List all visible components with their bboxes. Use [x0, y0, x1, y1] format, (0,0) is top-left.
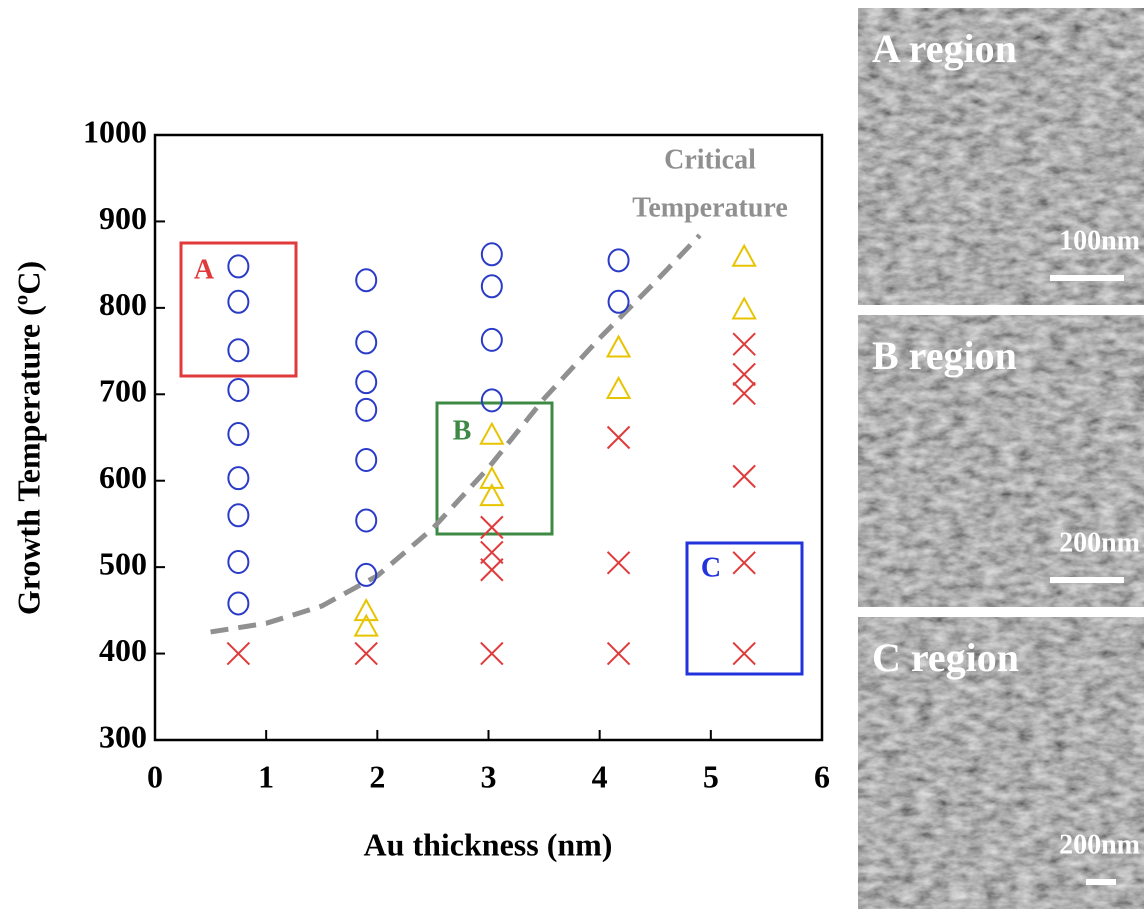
- region-label: C: [701, 552, 721, 583]
- circle-point: [228, 255, 248, 277]
- y-tick-label: 900: [99, 200, 147, 236]
- cross-point: [608, 552, 630, 574]
- circle-point: [609, 249, 629, 271]
- scale-label: 100nm: [1059, 225, 1140, 256]
- x-tick-label: 2: [369, 758, 385, 794]
- circle-point: [356, 564, 376, 586]
- y-axis-label: Growth Temperature (ºC): [10, 261, 46, 615]
- scale-label: 200nm: [1059, 527, 1140, 558]
- y-tick-label: 800: [99, 286, 147, 322]
- y-tick-label: 1000: [83, 113, 147, 149]
- image-label: C region: [872, 635, 1019, 680]
- triangle-point: [481, 424, 503, 444]
- circle-point: [228, 592, 248, 614]
- cross-point: [608, 427, 630, 449]
- cross-point: [608, 643, 630, 665]
- circle-point: [356, 371, 376, 393]
- cross-point: [733, 552, 755, 574]
- cross-point: [227, 643, 249, 665]
- triangle-point: [355, 616, 377, 636]
- circle-point: [482, 389, 502, 411]
- cross-point: [733, 382, 755, 404]
- x-tick-label: 5: [703, 758, 719, 794]
- circle-point: [228, 291, 248, 313]
- critical-label: Critical: [664, 144, 756, 175]
- y-tick-label: 600: [99, 459, 147, 495]
- circle-point: [356, 331, 376, 353]
- cross-point: [733, 333, 755, 355]
- triangle-point: [733, 246, 755, 266]
- scale-bar: [1050, 275, 1124, 281]
- y-tick-label: 700: [99, 373, 147, 409]
- region-label: B: [453, 415, 472, 446]
- scale-label: 200nm: [1059, 829, 1140, 860]
- cross-point: [355, 643, 377, 665]
- x-tick-label: 1: [258, 758, 274, 794]
- circle-point: [228, 504, 248, 526]
- circle-point: [228, 423, 248, 445]
- circle-point: [228, 339, 248, 361]
- circle-point: [482, 329, 502, 351]
- cross-point: [733, 465, 755, 487]
- circle-point: [356, 509, 376, 531]
- figure: Au thickness (nm) Growth Temperature (ºC…: [0, 0, 1144, 909]
- y-tick-label: 500: [99, 545, 147, 581]
- circle-point: [356, 449, 376, 471]
- scale-bar: [1086, 879, 1116, 885]
- circle-point: [482, 275, 502, 297]
- circle-point: [228, 467, 248, 489]
- cross-point: [481, 559, 503, 581]
- x-tick-label: 0: [147, 758, 163, 794]
- circle-point: [228, 379, 248, 401]
- triangle-point: [608, 336, 630, 356]
- y-tick-label: 400: [99, 632, 147, 668]
- region-label: A: [194, 254, 215, 285]
- x-axis-label: Au thickness (nm): [364, 826, 613, 862]
- image-label: A region: [872, 26, 1017, 71]
- circle-point: [609, 291, 629, 313]
- cross-point: [481, 541, 503, 563]
- cross-point: [733, 643, 755, 665]
- triangle-point: [733, 298, 755, 318]
- x-tick-label: 3: [481, 758, 497, 794]
- circle-point: [228, 551, 248, 573]
- cross-point: [733, 363, 755, 385]
- x-tick-label: 6: [814, 758, 830, 794]
- circle-point: [482, 243, 502, 265]
- circle-point: [356, 269, 376, 291]
- cross-point: [481, 643, 503, 665]
- triangle-point: [608, 378, 630, 398]
- image-label: B region: [872, 333, 1017, 378]
- scale-bar: [1050, 577, 1124, 583]
- critical-label: Temperature: [632, 192, 788, 223]
- circle-point: [356, 399, 376, 421]
- x-tick-label: 4: [592, 758, 608, 794]
- y-tick-label: 300: [99, 718, 147, 754]
